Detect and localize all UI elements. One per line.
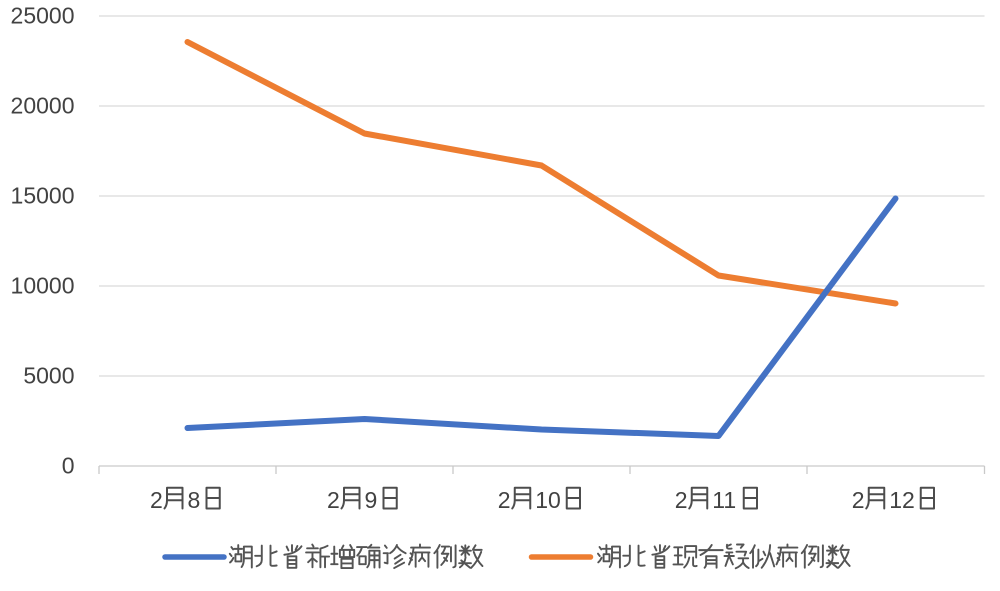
svg-text:2: 2 <box>150 487 163 513</box>
svg-text:20000: 20000 <box>11 93 75 119</box>
svg-text:2: 2 <box>675 487 688 513</box>
svg-text:2: 2 <box>327 487 340 513</box>
svg-text:15000: 15000 <box>11 183 75 209</box>
svg-text:10: 10 <box>535 487 561 513</box>
svg-text:11: 11 <box>712 487 736 513</box>
svg-text:0: 0 <box>62 453 75 479</box>
svg-text:5000: 5000 <box>23 363 74 389</box>
svg-text:9: 9 <box>365 487 378 513</box>
svg-text:25000: 25000 <box>11 3 75 29</box>
svg-text:8: 8 <box>188 487 201 513</box>
svg-text:10000: 10000 <box>11 273 75 299</box>
svg-text:2: 2 <box>852 487 865 513</box>
svg-text:12: 12 <box>889 487 915 513</box>
svg-text:2: 2 <box>498 487 511 513</box>
